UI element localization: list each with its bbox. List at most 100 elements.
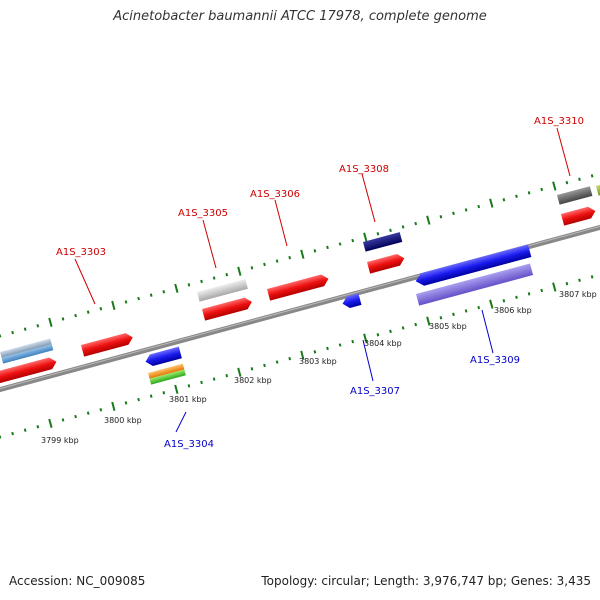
- major-tick: [174, 384, 179, 394]
- gene-features: [0, 183, 600, 385]
- minor-tick: [23, 327, 27, 331]
- minor-tick: [74, 313, 77, 318]
- gene-arrow-forward[interactable]: [81, 332, 134, 357]
- minor-tick: [578, 177, 581, 181]
- minor-tick: [565, 281, 569, 286]
- minor-tick: [288, 255, 292, 260]
- gene-feature-green[interactable]: [149, 369, 186, 385]
- major-tick: [489, 198, 494, 208]
- minor-tick: [99, 307, 103, 311]
- minor-tick: [464, 309, 468, 313]
- minor-tick: [376, 232, 380, 236]
- minor-tick: [464, 208, 468, 212]
- minor-tick: [74, 414, 77, 419]
- minor-tick: [162, 391, 166, 395]
- tick-label: 3806 kbp: [494, 306, 532, 315]
- minor-tick: [61, 317, 65, 321]
- gene-arrow-reverse[interactable]: [144, 346, 182, 368]
- minor-tick: [225, 373, 229, 378]
- major-tick: [489, 299, 494, 309]
- minor-tick: [263, 363, 266, 368]
- gene-feature-purple[interactable]: [416, 263, 534, 306]
- gene-arrow-reverse[interactable]: [341, 293, 362, 309]
- gene-feature-navy[interactable]: [363, 232, 403, 252]
- tick-label: 3800 kbp: [104, 416, 142, 425]
- tick-label: 3803 kbp: [299, 357, 337, 366]
- major-tick: [552, 181, 557, 191]
- major-tick: [426, 215, 431, 225]
- minor-tick: [212, 276, 216, 280]
- major-tick: [237, 266, 242, 276]
- minor-tick: [540, 288, 544, 293]
- minor-tick: [401, 326, 405, 330]
- gene-arrow-forward[interactable]: [202, 296, 253, 321]
- upper-tick-track: [0, 174, 594, 338]
- major-tick: [300, 249, 305, 259]
- minor-tick: [389, 329, 392, 334]
- gene-feature-lightblue[interactable]: [1, 344, 54, 364]
- minor-tick: [590, 174, 594, 178]
- label-leaders: [74, 127, 571, 433]
- tick-label: 3799 kbp: [41, 436, 79, 445]
- minor-tick: [187, 283, 191, 287]
- gene-feature-orange[interactable]: [148, 363, 185, 379]
- minor-tick: [326, 346, 329, 351]
- minor-tick: [313, 350, 317, 354]
- tick-label: 3804 kbp: [364, 339, 402, 348]
- minor-tick: [338, 242, 342, 246]
- gene-feature-dark[interactable]: [557, 186, 593, 205]
- gene-arrow-forward[interactable]: [367, 252, 406, 274]
- minor-tick: [36, 324, 40, 328]
- minor-tick: [200, 380, 203, 385]
- minor-tick: [225, 272, 229, 277]
- minor-tick: [439, 215, 443, 219]
- minor-tick: [149, 394, 153, 398]
- minor-tick: [452, 312, 455, 317]
- minor-tick: [275, 259, 279, 263]
- minor-tick: [527, 191, 531, 195]
- gene-arrow-reverse[interactable]: [414, 244, 532, 287]
- gene-label[interactable]: A1S_3304: [164, 439, 214, 450]
- gene-arrow-forward[interactable]: [267, 273, 330, 301]
- minor-tick: [452, 211, 455, 216]
- major-tick: [363, 232, 368, 242]
- major-tick: [237, 367, 242, 377]
- minor-tick: [313, 249, 317, 253]
- minor-tick: [376, 333, 380, 337]
- gene-arrow-forward[interactable]: [0, 356, 58, 384]
- gene-label[interactable]: A1S_3303: [56, 247, 106, 258]
- gene-arrow-forward[interactable]: [561, 205, 597, 226]
- tick-label: 3802 kbp: [234, 376, 272, 385]
- gene-feature-olive[interactable]: [596, 183, 600, 196]
- minor-tick: [124, 401, 128, 405]
- gene-labels: A1S_3303 A1S_3305 A1S_3306 A1S_3308 A1S_…: [56, 116, 584, 450]
- gene-label[interactable]: A1S_3305: [178, 208, 228, 219]
- major-tick: [48, 317, 53, 327]
- minor-tick: [540, 187, 544, 192]
- minor-tick: [250, 266, 254, 270]
- gene-label[interactable]: A1S_3306: [250, 189, 300, 200]
- tick-label-group: 3799 kbp 3800 kbp 3801 kbp 3802 kbp 3803 kbp…: [41, 290, 597, 445]
- gene-feature-steel[interactable]: [0, 338, 52, 358]
- major-tick: [426, 316, 431, 326]
- gene-feature-silver[interactable]: [197, 279, 248, 302]
- minor-tick: [162, 290, 166, 294]
- minor-tick: [439, 316, 443, 320]
- minor-tick: [515, 194, 518, 198]
- minor-tick: [414, 322, 418, 327]
- gene-label[interactable]: A1S_3309: [470, 355, 520, 366]
- minor-tick: [149, 293, 153, 297]
- major-tick: [111, 401, 116, 411]
- gene-label[interactable]: A1S_3310: [534, 116, 584, 127]
- gene-label[interactable]: A1S_3307: [350, 386, 400, 397]
- accession-label: Accession: NC_009085: [9, 574, 146, 588]
- minor-tick: [137, 397, 140, 402]
- minor-tick: [502, 198, 506, 202]
- minor-tick: [11, 431, 14, 436]
- minor-tick: [527, 292, 531, 296]
- minor-tick: [414, 221, 418, 226]
- minor-tick: [187, 384, 191, 388]
- minor-tick: [137, 296, 140, 301]
- gene-label[interactable]: A1S_3308: [339, 164, 389, 175]
